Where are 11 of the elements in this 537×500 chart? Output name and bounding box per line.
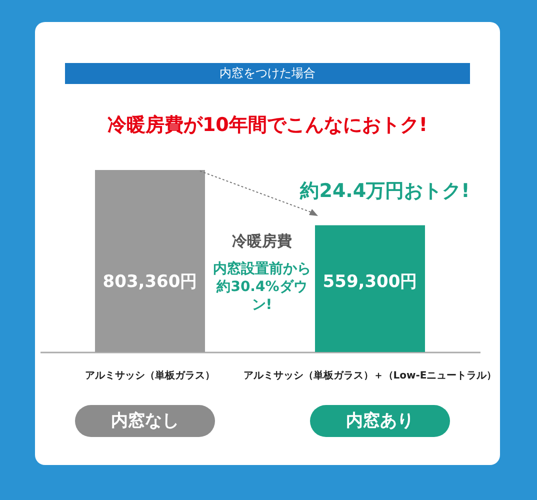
x-tick-label: アルミサッシ（単板ガラス） — [85, 370, 215, 382]
annotation: 冷暖房費 — [231, 232, 293, 251]
text: 内窓なし — [75, 405, 215, 437]
chart-title: 冷暖房費が10年間でこんなにおトク! — [106, 113, 429, 138]
text: 内窓あり — [310, 405, 450, 437]
annotation: 内窓設置前から約30.4%ダウン! — [212, 260, 312, 314]
data-label: 559,300円 — [322, 272, 418, 292]
data-label: 803,360円 — [102, 272, 198, 292]
x-tick-label: アルミサッシ（単板ガラス）＋（Low-Eニュートラル） — [243, 370, 497, 382]
annotation: 約24.4万円おトク! — [300, 179, 470, 204]
chart-subtitle: 内窓をつけた場合 — [65, 63, 470, 84]
